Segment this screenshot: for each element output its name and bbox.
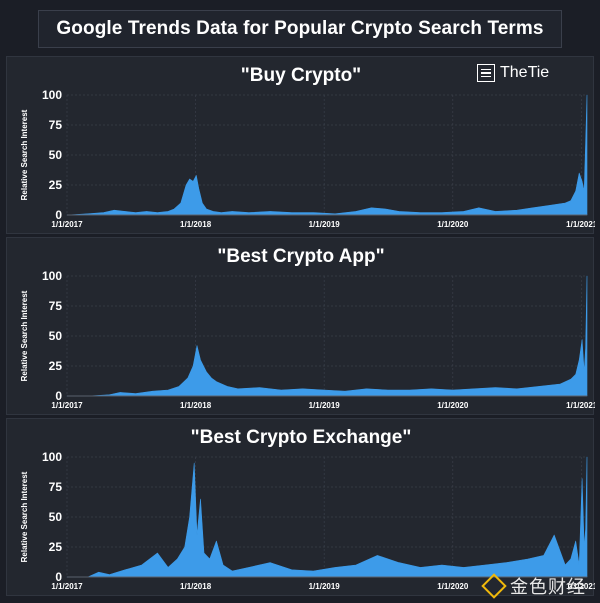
- x-tick-label: 1/1/2017: [51, 582, 83, 591]
- y-tick-label: 100: [42, 88, 62, 102]
- y-tick-label: 50: [49, 510, 63, 524]
- y-tick-label: 100: [42, 450, 62, 464]
- x-tick-label: 1/1/2019: [309, 582, 341, 591]
- x-tick-label: 1/1/2020: [437, 582, 469, 591]
- chart-svg-0: "Buy Crypto" Relative Search Interest 0 25 5…: [20, 65, 595, 229]
- logo-text: TheTie: [500, 64, 550, 81]
- chart-svg-1: "Best Crypto App" Relative Search Interes…: [20, 246, 595, 410]
- chart-svg-2: "Best Crypto Exchange" Relative Search In…: [20, 427, 595, 591]
- chart-header: Google Trends Data for Popular Crypto Se…: [38, 10, 562, 48]
- x-tick-label: 1/1/2021: [566, 401, 595, 410]
- series-area-0: [66, 94, 588, 216]
- y-tick-label: 100: [42, 269, 62, 283]
- x-tick-label: 1/1/2018: [180, 401, 212, 410]
- y-tick-label: 75: [49, 299, 63, 313]
- y-axis-label: Relative Search Interest: [20, 290, 29, 381]
- y-tick-label: 25: [49, 540, 63, 554]
- series-area-0: [66, 275, 588, 397]
- y-tick-label: 0: [55, 389, 62, 403]
- x-tick-label: 1/1/2018: [180, 582, 212, 591]
- x-tick-label: 1/1/2021: [566, 220, 595, 229]
- chart-panel-best-crypto-app: "Best Crypto App" Relative Search Interes…: [6, 237, 595, 415]
- chart-panel-buy-crypto: "Buy Crypto" Relative Search Interest 0 25 5…: [6, 56, 595, 234]
- y-tick-label: 25: [49, 359, 63, 373]
- x-tick-label: 1/1/2017: [51, 401, 83, 410]
- jinse-diamond-icon: [481, 573, 507, 599]
- chart-title: "Best Crypto Exchange": [191, 427, 412, 448]
- watermark-text: 金色财经: [510, 577, 586, 597]
- y-tick-label: 0: [55, 208, 62, 222]
- x-tick-label: 1/1/2020: [437, 220, 469, 229]
- x-tick-label: 1/1/2017: [51, 220, 83, 229]
- page-title: Google Trends Data for Popular Crypto Se…: [56, 18, 544, 39]
- watermark: 金色财经: [481, 573, 586, 599]
- y-tick-label: 50: [49, 329, 63, 343]
- thetie-logo-icon: [477, 64, 495, 82]
- y-tick-label: 50: [49, 148, 63, 162]
- chart-title: "Best Crypto App": [217, 246, 384, 267]
- x-tick-label: 1/1/2020: [437, 401, 469, 410]
- x-tick-label: 1/1/2018: [180, 220, 212, 229]
- y-axis-label: Relative Search Interest: [20, 109, 29, 200]
- x-tick-label: 1/1/2021: [566, 582, 595, 591]
- chart-panel-best-crypto-exchange: "Best Crypto Exchange" Relative Search In…: [6, 418, 595, 596]
- y-axis-label: Relative Search Interest: [20, 471, 29, 562]
- y-tick-label: 75: [49, 118, 63, 132]
- y-tick-label: 75: [49, 480, 63, 494]
- x-tick-label: 1/1/2019: [309, 401, 341, 410]
- series-area-0: [66, 456, 588, 578]
- chart-title: "Buy Crypto": [241, 65, 361, 86]
- y-tick-label: 25: [49, 178, 63, 192]
- x-tick-label: 1/1/2019: [309, 220, 341, 229]
- thetie-logo: TheTie: [477, 61, 549, 85]
- y-tick-label: 0: [55, 570, 62, 584]
